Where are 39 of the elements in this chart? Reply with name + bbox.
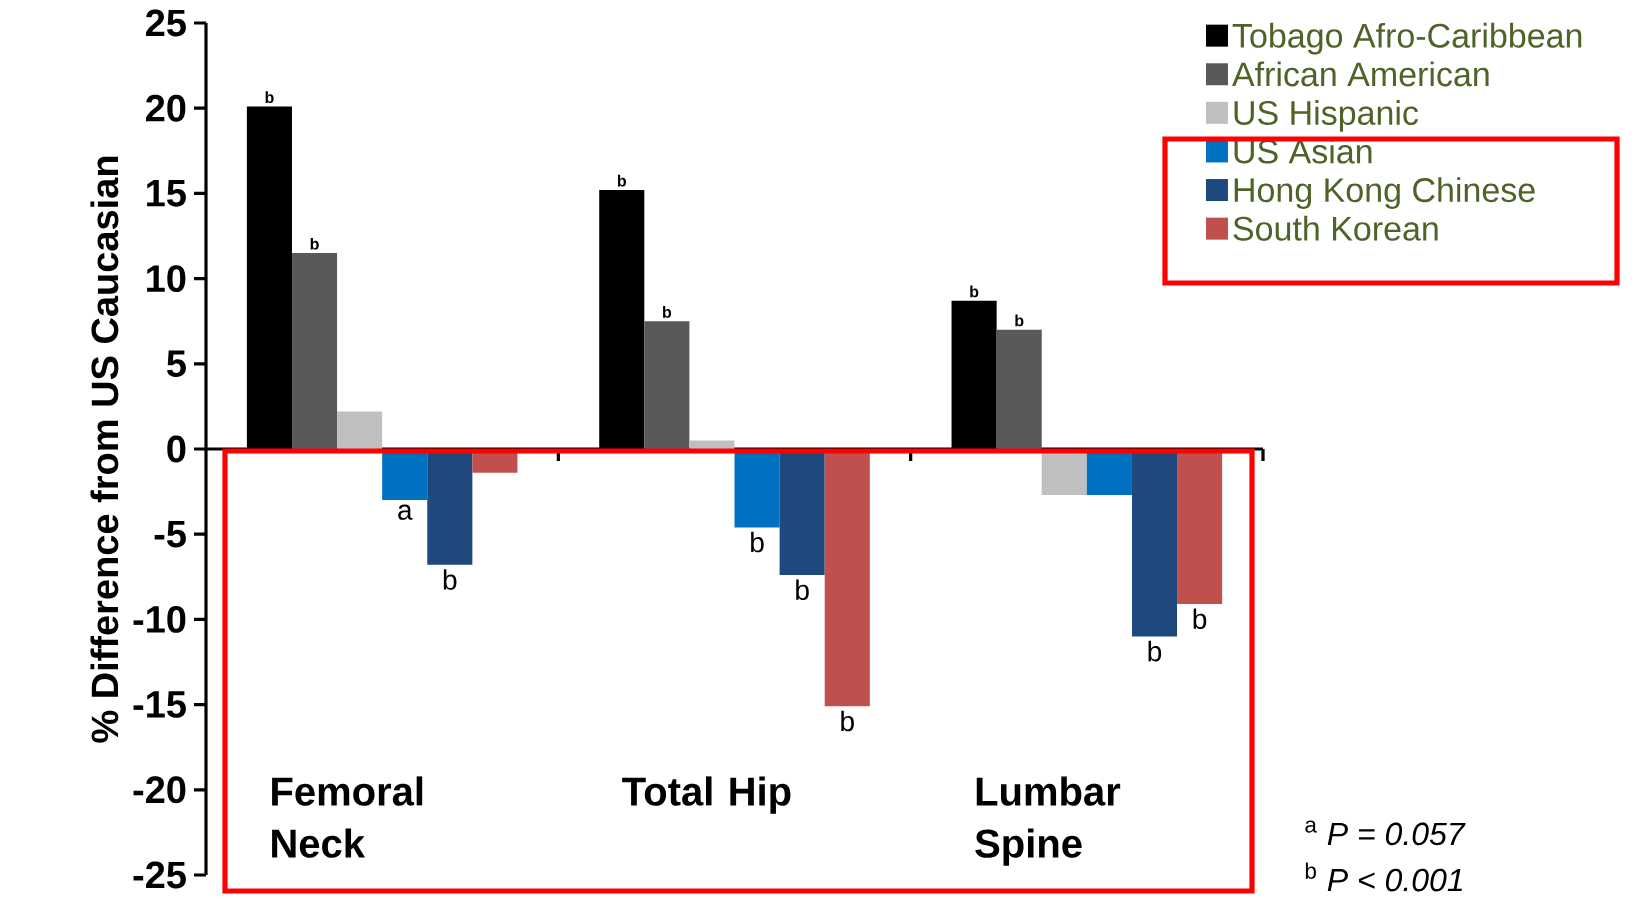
legend-label: Hong Kong Chinese — [1234, 177, 1535, 209]
x-tick-label: Lumbar Spine — [975, 776, 1121, 866]
y-tick-label: 10 — [147, 265, 186, 293]
data-label: a — [398, 504, 413, 520]
legend-label: African American — [1232, 61, 1489, 87]
bar — [644, 321, 690, 449]
data-label: b — [1148, 640, 1162, 662]
y-tick-label: 25 — [146, 9, 186, 37]
data-label: b — [751, 531, 764, 553]
y-tick-label: -20 — [133, 776, 186, 804]
y-tick-label: 0 — [167, 435, 186, 463]
data-label: b — [310, 237, 319, 250]
data-label: b — [265, 91, 274, 104]
y-tick-label: -15 — [133, 691, 186, 718]
y-tick-label: 5 — [166, 350, 186, 378]
data-label: b — [970, 285, 979, 298]
y-tick-label: -5 — [154, 520, 186, 548]
data-label: b — [443, 569, 457, 590]
y-tick-label: 15 — [147, 180, 186, 207]
y-axis-title: % Difference from US Caucasian — [90, 156, 119, 743]
bar — [291, 253, 338, 449]
legend-label: Tobago Afro-Caribbean — [1232, 22, 1582, 55]
data-label: b — [841, 710, 854, 732]
y-tick-label: -25 — [133, 861, 186, 889]
legend-label: South Korean — [1233, 215, 1438, 241]
bar — [337, 411, 383, 449]
legend-label: US Hispanic — [1234, 100, 1419, 132]
data-label: b — [796, 579, 809, 601]
text: $^{a}$ P = 0.057 — [1305, 820, 1466, 846]
y-tick-label: -10 — [133, 605, 186, 633]
x-tick-label: Femoral Neck — [272, 776, 423, 858]
data-label: b — [663, 306, 672, 318]
y-tick-label: 20 — [146, 94, 186, 122]
x-tick-label: Total Hip — [622, 776, 791, 814]
text: $^{b}$ P < 0.001 — [1305, 862, 1462, 892]
data-label: b — [1193, 608, 1207, 630]
data-label: b — [1015, 314, 1024, 327]
bar — [996, 329, 1042, 449]
data-label: b — [617, 174, 626, 187]
